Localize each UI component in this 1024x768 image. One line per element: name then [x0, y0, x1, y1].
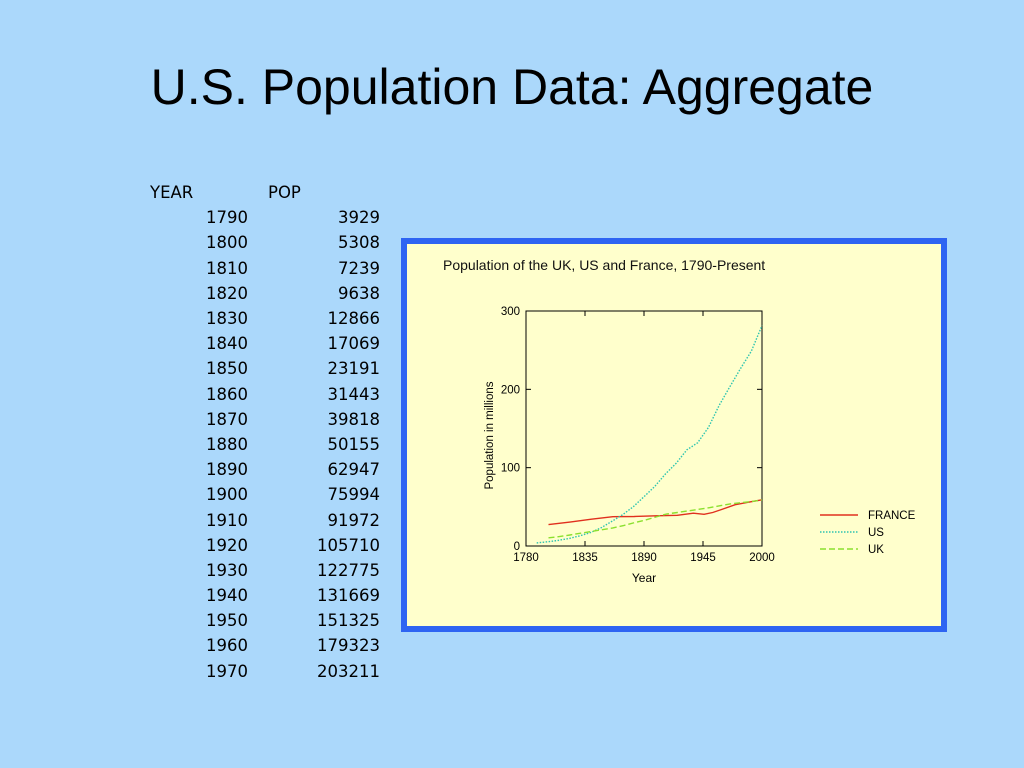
table-row: 1880 50155: [148, 432, 380, 457]
pop-cell: 12866: [327, 309, 381, 329]
pop-cell: 122775: [317, 560, 380, 580]
table-row: 1840 17069: [148, 331, 380, 356]
table-row: 1910 91972: [148, 507, 380, 532]
pop-cell: 50155: [327, 434, 381, 454]
year-cell: 1950: [206, 611, 248, 631]
year-cell: 1900: [206, 485, 248, 505]
y-tick-label: 200: [501, 384, 520, 396]
pop-cell: 62947: [327, 460, 381, 480]
y-tick-label: 0: [514, 541, 520, 553]
year-cell: 1940: [206, 586, 248, 606]
pop-cell: 75994: [327, 485, 381, 505]
year-cell: 1830: [206, 309, 248, 329]
year-cell: 1890: [206, 460, 248, 480]
pop-cell: 203211: [317, 661, 380, 681]
table-row: 1790 3929: [148, 205, 380, 230]
year-cell: 1880: [206, 434, 248, 454]
legend-label-us: US: [868, 527, 884, 539]
pop-cell: 23191: [327, 359, 381, 379]
pop-cell: 105710: [317, 535, 380, 555]
year-cell: 1960: [206, 636, 248, 656]
table-row: 1930 122775: [148, 558, 380, 583]
year-cell: 1800: [206, 233, 248, 253]
year-cell: 1870: [206, 409, 248, 429]
table-row: 1940 131669: [148, 583, 380, 608]
year-cell: 1790: [206, 208, 248, 228]
table-row: 1870 39818: [148, 407, 380, 432]
year-cell: 1820: [206, 283, 248, 303]
x-tick-label: 1890: [631, 552, 657, 564]
year-cell: 1850: [206, 359, 248, 379]
table-row: 1900 75994: [148, 482, 380, 507]
year-cell: 1810: [206, 258, 248, 278]
plot-frame: [525, 310, 763, 547]
year-cell: 1860: [206, 384, 248, 404]
pop-cell: 17069: [327, 334, 381, 354]
series-line-us: [536, 325, 763, 544]
chart-title: Population of the UK, US and France, 179…: [443, 257, 765, 273]
table-row: 1820 9638: [148, 281, 380, 306]
x-tick-label: 2000: [749, 552, 775, 564]
pop-cell: 3929: [338, 208, 380, 228]
pop-cell: 151325: [317, 611, 380, 631]
x-tick-label: 1835: [572, 552, 598, 564]
y-tick-label: 300: [501, 306, 520, 318]
pop-cell: 5308: [338, 233, 380, 253]
population-table: YEAR POP 1790 3929 1800 5308 1810 7239 1820 963…: [148, 180, 380, 684]
legend-label-uk: UK: [868, 544, 884, 556]
chart-frame: Population of the UK, US and France, 179…: [401, 238, 947, 632]
series-line-france: [548, 499, 763, 526]
year-cell: 1930: [206, 560, 248, 580]
x-axis-label: Year: [632, 571, 656, 585]
year-cell: 1970: [206, 661, 248, 681]
pop-cell: 31443: [327, 384, 381, 404]
pop-cell: 39818: [327, 409, 381, 429]
slide-title: U.S. Population Data: Aggregate: [150, 59, 874, 115]
pop-cell: 91972: [327, 510, 381, 530]
x-tick-label: 1945: [690, 552, 716, 564]
y-axis-label: Population in millions: [484, 381, 496, 489]
y-tick-label: 100: [501, 463, 520, 475]
table-row: 1890 62947: [148, 457, 380, 482]
pop-header: POP: [268, 183, 301, 203]
table-row: 1810 7239: [148, 256, 380, 281]
year-header: YEAR: [150, 183, 194, 203]
pop-cell: 9638: [338, 283, 380, 303]
year-cell: 1910: [206, 510, 248, 530]
year-cell: 1920: [206, 535, 248, 555]
x-tick-label: 1780: [513, 552, 539, 564]
population-chart: Population of the UK, US and France, 179…: [443, 257, 916, 585]
table-row: 1960 179323: [148, 633, 380, 658]
table-row: 1850 23191: [148, 356, 380, 381]
table-row: 1970 203211: [148, 659, 380, 684]
table-row: 1950 151325: [148, 608, 380, 633]
table-row: 1920 105710: [148, 533, 380, 558]
pop-cell: 131669: [317, 586, 380, 606]
year-cell: 1840: [206, 334, 248, 354]
pop-cell: 7239: [338, 258, 380, 278]
table-row: 1800 5308: [148, 230, 380, 255]
table-row: 1830 12866: [148, 306, 380, 331]
table-row: 1860 31443: [148, 382, 380, 407]
pop-cell: 179323: [317, 636, 380, 656]
legend-label-france: FRANCE: [868, 510, 916, 522]
series-line-uk: [548, 499, 763, 539]
